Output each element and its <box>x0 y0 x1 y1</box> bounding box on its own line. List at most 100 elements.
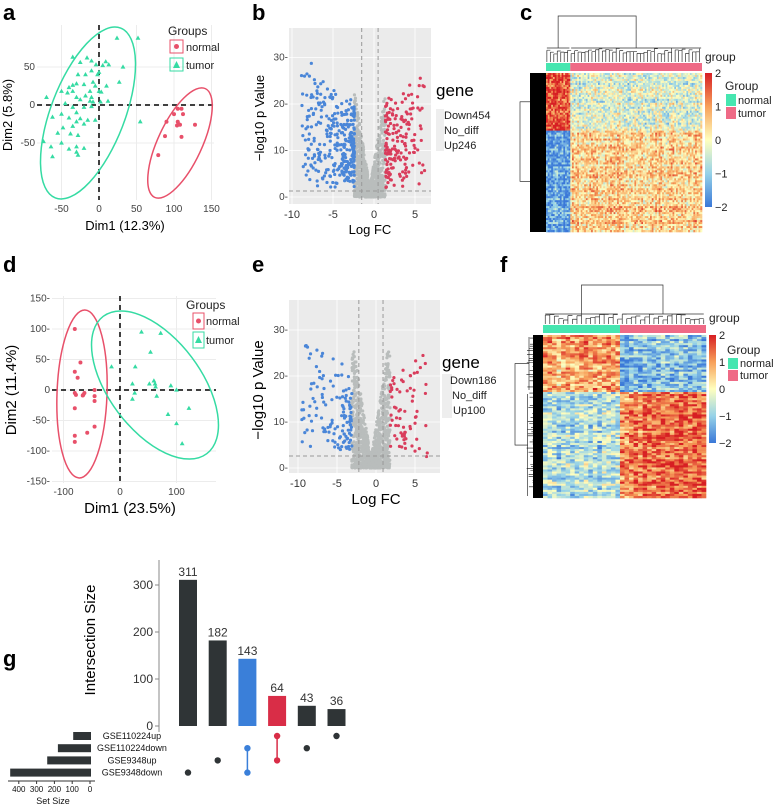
heatmap-cell <box>585 120 588 123</box>
heatmap-cell <box>615 100 618 104</box>
heatmap-cell <box>565 146 568 149</box>
heatmap-cell <box>658 120 661 123</box>
heatmap-cell <box>674 118 677 121</box>
heatmap-cell <box>613 98 616 102</box>
heatmap-cell <box>655 142 658 145</box>
heatmap-cell <box>651 102 654 106</box>
heatmap-cell <box>629 118 632 121</box>
heatmap-cell <box>582 146 585 149</box>
heatmap-cell <box>592 136 595 139</box>
heatmap-cell <box>573 146 576 149</box>
heatmap-cell <box>547 80 550 84</box>
heatmap-cell <box>558 142 561 145</box>
heatmap-cell <box>606 90 609 94</box>
point-down <box>349 143 353 147</box>
heatmap-cell <box>650 73 653 76</box>
heatmap-cell <box>698 134 701 137</box>
heatmap-cell <box>682 74 685 78</box>
heatmap-cell <box>573 104 576 108</box>
heatmap-cell <box>644 98 647 102</box>
heatmap-cell <box>684 136 687 139</box>
heatmap-cell <box>695 88 698 92</box>
heatmap-cell <box>556 130 559 133</box>
heatmap-cell <box>580 118 583 121</box>
heatmap-cell <box>611 142 614 145</box>
heatmap-cell <box>655 108 658 112</box>
heatmap-cell <box>648 130 651 133</box>
heatmap-cell <box>584 106 587 110</box>
heatmap-cell <box>700 140 703 143</box>
heatmap-cell <box>549 102 552 106</box>
heatmap-cell <box>568 92 571 96</box>
heatmap-cell <box>606 74 609 78</box>
heatmap-cell <box>599 100 602 104</box>
heatmap-cell <box>634 102 637 106</box>
heatmap-cell <box>591 80 594 84</box>
heatmap-cell <box>689 132 692 135</box>
heatmap-cell <box>546 130 549 133</box>
heatmap-cell <box>599 116 602 120</box>
point-up <box>410 139 414 143</box>
heatmap-cell <box>552 112 555 116</box>
heatmap-cell <box>598 96 601 100</box>
heatmap-cell <box>630 84 633 88</box>
heatmap-cell <box>601 122 604 125</box>
heatmap-cell <box>620 112 623 116</box>
point-tumor <box>81 145 87 150</box>
heatmap-cell <box>674 112 677 116</box>
heatmap-cell <box>563 90 566 94</box>
heatmap-cell <box>689 112 692 116</box>
heatmap-cell <box>611 120 614 123</box>
heatmap-cell <box>556 96 559 100</box>
heatmap-cell <box>629 114 632 118</box>
heatmap-cell <box>665 122 668 125</box>
heatmap-cell <box>644 104 647 108</box>
heatmap-cell <box>686 138 689 141</box>
heatmap-cell <box>670 144 673 147</box>
heatmap-cell <box>667 84 670 88</box>
heatmap-cell <box>570 128 573 131</box>
heatmap-cell <box>643 80 646 84</box>
heatmap-cell <box>672 136 675 139</box>
heatmap-cell <box>620 104 623 108</box>
heatmap-cell <box>637 120 640 123</box>
heatmap-cell <box>625 128 628 131</box>
heatmap-cell <box>696 114 699 118</box>
heatmap-cell <box>599 82 602 86</box>
point-up <box>404 135 408 139</box>
heatmap-cell <box>584 128 587 131</box>
panel-label-g: g <box>3 646 16 671</box>
heatmap-cell <box>573 98 576 102</box>
heatmap-cell <box>653 110 656 114</box>
heatmap-cell <box>630 114 633 118</box>
heatmap-cell <box>584 146 587 149</box>
heatmap-cell <box>672 146 675 149</box>
heatmap-cell <box>554 98 557 102</box>
heatmap-cell <box>582 112 585 116</box>
heatmap-cell <box>656 108 659 112</box>
heatmap-cell <box>665 98 668 102</box>
heatmap-cell <box>580 86 583 90</box>
heatmap-cell <box>580 148 583 151</box>
heatmap-cell <box>601 102 604 106</box>
heatmap-cell <box>691 130 694 133</box>
heatmap-cell <box>669 116 672 120</box>
heatmap-cell <box>573 120 576 123</box>
heatmap-cell <box>552 148 555 151</box>
heatmap-cell <box>615 98 618 102</box>
heatmap-cell <box>575 100 578 104</box>
heatmap-cell <box>650 94 653 98</box>
heatmap-cell <box>691 144 694 147</box>
heatmap-cell <box>627 80 630 84</box>
point-down <box>351 122 355 126</box>
heatmap-cell <box>582 140 585 143</box>
heatmap-cell <box>667 118 670 121</box>
heatmap-cell <box>625 92 628 96</box>
heatmap-cell <box>580 122 583 125</box>
heatmap-cell <box>585 114 588 118</box>
heatmap-cell <box>677 132 680 135</box>
heatmap-cell <box>629 126 632 129</box>
heatmap-cell <box>601 140 604 143</box>
heatmap-cell <box>627 96 630 100</box>
